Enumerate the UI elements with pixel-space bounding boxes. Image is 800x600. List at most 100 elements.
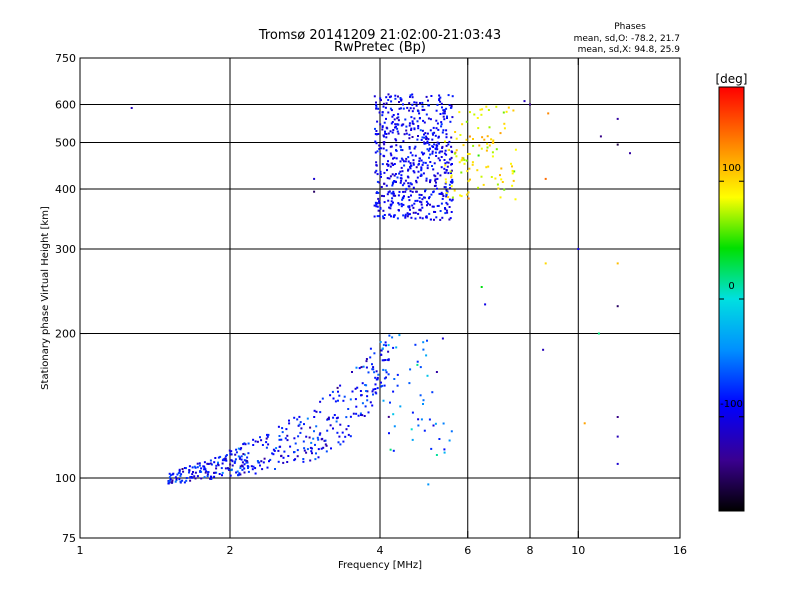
data-point xyxy=(390,145,393,148)
data-point xyxy=(416,199,419,202)
data-point xyxy=(397,132,400,135)
data-point xyxy=(380,147,383,150)
data-point xyxy=(313,416,316,418)
data-point xyxy=(442,109,445,112)
data-point xyxy=(500,167,503,170)
data-point xyxy=(399,146,402,149)
data-point xyxy=(433,162,436,165)
data-point xyxy=(413,202,416,205)
data-point xyxy=(445,169,448,171)
data-point xyxy=(412,107,415,110)
data-point xyxy=(406,215,409,218)
data-point xyxy=(266,466,269,469)
data-point xyxy=(385,371,388,374)
data-point xyxy=(440,123,443,126)
data-point xyxy=(387,99,390,101)
data-point xyxy=(425,179,428,182)
data-point xyxy=(482,183,485,186)
data-point xyxy=(375,378,378,381)
data-point xyxy=(351,390,354,393)
data-point xyxy=(434,151,437,154)
data-point xyxy=(312,437,315,440)
data-point xyxy=(450,150,453,153)
data-point xyxy=(420,194,423,196)
data-point xyxy=(360,414,362,416)
data-point xyxy=(423,141,425,144)
data-point xyxy=(324,443,327,446)
data-point xyxy=(376,150,379,153)
data-point xyxy=(415,190,418,193)
data-point xyxy=(523,100,526,103)
data-point xyxy=(429,153,432,156)
data-point xyxy=(311,447,313,450)
data-point xyxy=(375,105,378,108)
data-point xyxy=(217,464,220,467)
x-tick-label: 2 xyxy=(227,544,234,557)
x-tick-label: 6 xyxy=(464,544,471,557)
data-point xyxy=(423,108,426,111)
data-point xyxy=(544,177,547,180)
data-point xyxy=(387,93,390,96)
data-point xyxy=(293,451,296,453)
data-point xyxy=(417,418,420,421)
data-point xyxy=(181,468,184,470)
data-point xyxy=(380,385,383,388)
data-point xyxy=(392,201,394,204)
data-point xyxy=(423,133,425,136)
data-point xyxy=(361,382,364,385)
data-point xyxy=(445,181,448,184)
data-point xyxy=(495,105,498,108)
data-point xyxy=(442,195,445,197)
data-point xyxy=(494,177,497,180)
data-point xyxy=(481,136,484,139)
data-point xyxy=(391,121,394,123)
data-point xyxy=(229,474,232,477)
data-point xyxy=(408,109,411,112)
data-point xyxy=(338,435,341,438)
data-point xyxy=(439,174,442,177)
data-point xyxy=(467,153,469,156)
data-point xyxy=(381,359,384,362)
data-point xyxy=(358,367,361,370)
data-point xyxy=(398,107,401,110)
data-point xyxy=(341,431,344,434)
data-point xyxy=(491,155,494,158)
data-point xyxy=(189,476,192,479)
data-point xyxy=(278,435,281,437)
data-point xyxy=(400,99,403,102)
data-point xyxy=(392,114,395,116)
data-point xyxy=(381,194,383,197)
data-point xyxy=(349,435,352,438)
data-point xyxy=(386,163,388,166)
data-point xyxy=(392,346,395,349)
data-point xyxy=(409,162,412,165)
data-point xyxy=(231,464,234,467)
data-point xyxy=(441,216,444,219)
chart-subtitle: RwPretec (Bp) xyxy=(333,40,427,55)
data-point xyxy=(230,468,233,471)
data-point xyxy=(402,190,405,193)
data-point xyxy=(215,464,218,467)
data-point xyxy=(404,118,407,121)
data-point xyxy=(431,165,433,167)
data-point xyxy=(402,214,405,217)
data-point xyxy=(296,455,299,458)
data-point xyxy=(444,212,447,215)
data-point xyxy=(300,427,303,430)
data-point xyxy=(485,166,488,169)
data-point xyxy=(496,183,499,186)
data-point xyxy=(381,125,384,128)
data-point xyxy=(347,408,350,410)
data-point xyxy=(286,461,289,463)
data-point xyxy=(285,428,288,431)
data-point xyxy=(449,120,452,123)
data-point xyxy=(395,157,398,160)
data-point xyxy=(386,193,389,196)
data-point xyxy=(415,101,418,104)
data-point xyxy=(465,138,468,141)
data-point xyxy=(402,160,405,163)
data-point xyxy=(422,399,425,402)
data-point xyxy=(432,424,435,427)
data-point xyxy=(384,369,387,372)
data-point xyxy=(354,398,357,401)
